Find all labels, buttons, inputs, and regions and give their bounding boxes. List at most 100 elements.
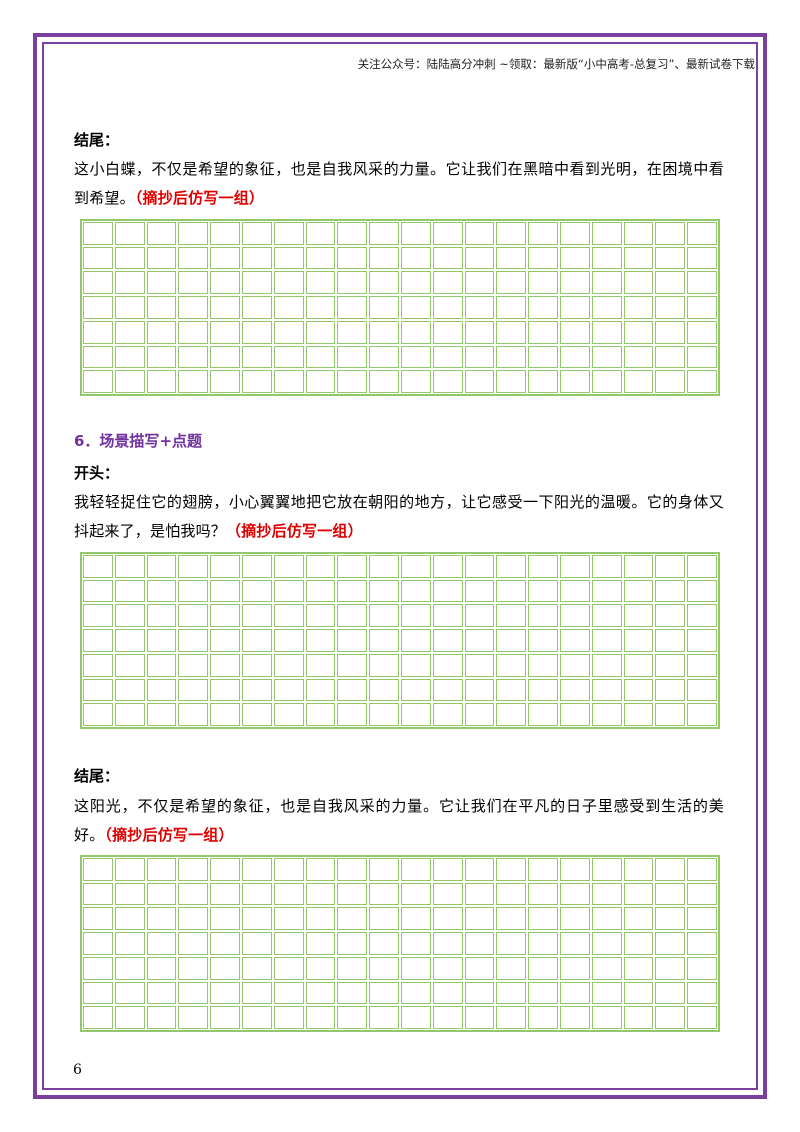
grid-cell[interactable] [496,882,527,906]
grid-cell[interactable] [210,882,240,906]
grid-cell[interactable] [528,246,558,270]
grid-cell[interactable] [273,604,304,628]
grid-cell[interactable] [496,907,527,931]
grid-cell[interactable] [400,370,431,393]
grid-cell[interactable] [528,604,558,628]
grid-cell[interactable] [432,653,463,677]
grid-cell[interactable] [305,932,336,955]
grid-cell[interactable] [178,345,209,369]
grid-cell[interactable] [83,246,113,270]
grid-cell[interactable] [337,653,368,677]
grid-cell[interactable] [528,858,558,881]
grid-cell[interactable] [528,882,558,906]
grid-cell[interactable] [591,246,622,270]
grid-cell[interactable] [369,370,399,393]
grid-cell[interactable] [623,1006,654,1029]
grid-cell[interactable] [369,320,399,344]
grid-cell[interactable] [559,882,590,906]
grid-cell[interactable] [400,907,431,931]
grid-cell[interactable] [496,370,527,393]
grid-cell[interactable] [241,555,272,578]
grid-cell[interactable] [369,678,399,702]
grid-cell[interactable] [369,907,399,931]
grid-cell[interactable] [114,320,145,344]
grid-cell[interactable] [337,320,368,344]
grid-cell[interactable] [178,882,209,906]
grid-cell[interactable] [623,858,654,881]
grid-cell[interactable] [400,653,431,677]
grid-cell[interactable] [591,320,622,344]
grid-cell[interactable] [146,246,177,270]
grid-cell[interactable] [241,629,272,652]
grid-cell[interactable] [400,555,431,578]
grid-cell[interactable] [114,981,145,1005]
grid-cell[interactable] [273,370,304,393]
grid-cell[interactable] [369,858,399,881]
grid-cell[interactable] [528,629,558,652]
grid-cell[interactable] [83,678,113,702]
grid-cell[interactable] [273,703,304,726]
grid-cell[interactable] [591,271,622,295]
grid-cell[interactable] [623,296,654,319]
grid-cell[interactable] [559,370,590,393]
grid-cell[interactable] [273,579,304,603]
grid-cell[interactable] [400,932,431,955]
grid-cell[interactable] [305,882,336,906]
grid-cell[interactable] [305,604,336,628]
grid-cell[interactable] [369,956,399,980]
grid-cell[interactable] [528,932,558,955]
grid-cell[interactable] [178,320,209,344]
grid-cell[interactable] [178,604,209,628]
grid-cell[interactable] [400,604,431,628]
grid-cell[interactable] [83,981,113,1005]
grid-cell[interactable] [591,703,622,726]
grid-cell[interactable] [337,604,368,628]
grid-cell[interactable] [146,370,177,393]
grid-cell[interactable] [178,956,209,980]
grid-cell[interactable] [305,246,336,270]
grid-cell[interactable] [687,271,717,295]
grid-cell[interactable] [528,703,558,726]
grid-cell[interactable] [241,320,272,344]
grid-cell[interactable] [655,907,686,931]
grid-cell[interactable] [114,271,145,295]
grid-cell[interactable] [146,629,177,652]
grid-cell[interactable] [241,604,272,628]
grid-cell[interactable] [83,345,113,369]
grid-cell[interactable] [146,296,177,319]
grid-cell[interactable] [114,222,145,245]
grid-cell[interactable] [83,956,113,980]
grid-cell[interactable] [210,320,240,344]
grid-cell[interactable] [591,296,622,319]
grid-cell[interactable] [305,271,336,295]
grid-cell[interactable] [432,246,463,270]
grid-cell[interactable] [273,882,304,906]
grid-cell[interactable] [114,703,145,726]
grid-cell[interactable] [83,296,113,319]
grid-cell[interactable] [241,579,272,603]
grid-cell[interactable] [369,604,399,628]
grid-cell[interactable] [83,579,113,603]
grid-cell[interactable] [369,271,399,295]
writing-grid-3[interactable] [80,855,720,1032]
grid-cell[interactable] [655,678,686,702]
grid-cell[interactable] [305,703,336,726]
grid-cell[interactable] [337,246,368,270]
grid-cell[interactable] [623,320,654,344]
grid-cell[interactable] [464,271,495,295]
grid-cell[interactable] [559,579,590,603]
grid-cell[interactable] [369,345,399,369]
grid-cell[interactable] [400,981,431,1005]
grid-cell[interactable] [178,271,209,295]
grid-cell[interactable] [687,345,717,369]
grid-cell[interactable] [305,858,336,881]
grid-cell[interactable] [146,981,177,1005]
grid-cell[interactable] [687,703,717,726]
grid-cell[interactable] [687,629,717,652]
writing-grid-1[interactable] [80,219,720,396]
grid-cell[interactable] [369,932,399,955]
grid-cell[interactable] [464,858,495,881]
grid-cell[interactable] [591,981,622,1005]
grid-cell[interactable] [273,296,304,319]
grid-cell[interactable] [337,907,368,931]
